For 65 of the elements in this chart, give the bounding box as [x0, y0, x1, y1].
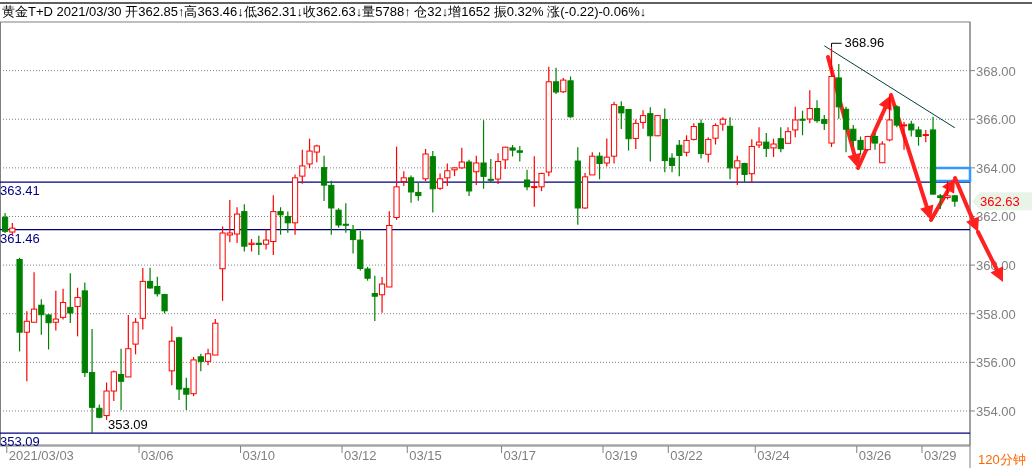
- candlestick: [487, 158, 494, 183]
- x-tick-label: 2021/03/03: [8, 448, 74, 463]
- x-tick-label: 03/24: [757, 448, 790, 463]
- x-tick-label: 03/29: [924, 448, 957, 463]
- annotation: 368.96: [844, 35, 885, 51]
- candlestick: [734, 155, 741, 186]
- x-tick-label: 03/12: [344, 448, 377, 463]
- candlestick: [371, 275, 378, 322]
- annotation: 353.09: [108, 417, 148, 433]
- candlestick: [74, 287, 81, 337]
- candlestick: [632, 118, 639, 150]
- candlestick: [523, 169, 531, 191]
- candlestick: [777, 126, 784, 153]
- candlestick: [712, 122, 719, 146]
- x-tick-label: 03/17: [503, 448, 537, 463]
- candlestick: [589, 151, 596, 176]
- chart-title: 黄金T+D 2021/03/30 开362.85↑高363.46↓低362.31↓收362.63↓量5788↑ 仓32↓增1652 振0.32% 涨(-0.22)-0.06%↓: [2, 4, 647, 19]
- candlestick: [647, 106, 654, 163]
- candlestick: [799, 110, 806, 136]
- y-tick-label: 354.00: [976, 403, 1016, 419]
- candlestick: [473, 155, 480, 186]
- y-tick-label: 368.00: [976, 63, 1016, 79]
- y-tick-label: 356.00: [976, 355, 1016, 371]
- candlestick: [770, 138, 777, 158]
- candlestick: [676, 139, 683, 177]
- ref-line-label: 353.09: [0, 434, 40, 450]
- text: 362.63: [980, 194, 1020, 210]
- candlestick: [596, 151, 603, 180]
- y-tick-label: 366.00: [976, 112, 1016, 128]
- ref-line-label: 363.41: [0, 183, 40, 199]
- x-tick-label: 03/19: [605, 448, 638, 463]
- candlestick: [792, 106, 799, 138]
- candlestick: [59, 288, 67, 321]
- x-tick-label: 03/26: [858, 448, 892, 463]
- candlestick: [117, 348, 125, 411]
- candlestick: [132, 317, 139, 355]
- x-tick-label: 03/10: [242, 448, 276, 463]
- candlestick: [552, 67, 560, 95]
- candlestick: [705, 136, 712, 164]
- candlestick: [284, 211, 291, 234]
- candlestick: [52, 290, 59, 332]
- candlestick: [763, 132, 770, 158]
- ref-line-label: 361.46: [0, 230, 40, 246]
- y-tick-label: 364.00: [976, 160, 1016, 176]
- x-tick-label: 03/22: [670, 448, 703, 463]
- y-tick-label: 362.00: [976, 209, 1016, 225]
- candlestick: [67, 272, 74, 324]
- text: 120分钟: [978, 452, 1026, 467]
- y-tick-label: 358.00: [976, 306, 1016, 322]
- candlestick: [480, 119, 487, 190]
- candlestick: [944, 180, 951, 201]
- candlestick: [494, 152, 502, 185]
- candlestick: [871, 132, 879, 151]
- candlestick: [806, 89, 813, 124]
- candlestick: [299, 149, 306, 185]
- x-tick-label: 03/06: [141, 448, 174, 463]
- candlestick: [603, 137, 610, 167]
- candlestick: [639, 109, 647, 130]
- candlestick: [683, 134, 690, 158]
- candlestick: [444, 162, 451, 187]
- candlestick: [755, 126, 763, 149]
- candlestick: [1, 212, 9, 234]
- candlestick: [255, 235, 262, 256]
- x-tick-label: 03/15: [409, 448, 442, 463]
- candlestick: [277, 206, 284, 236]
